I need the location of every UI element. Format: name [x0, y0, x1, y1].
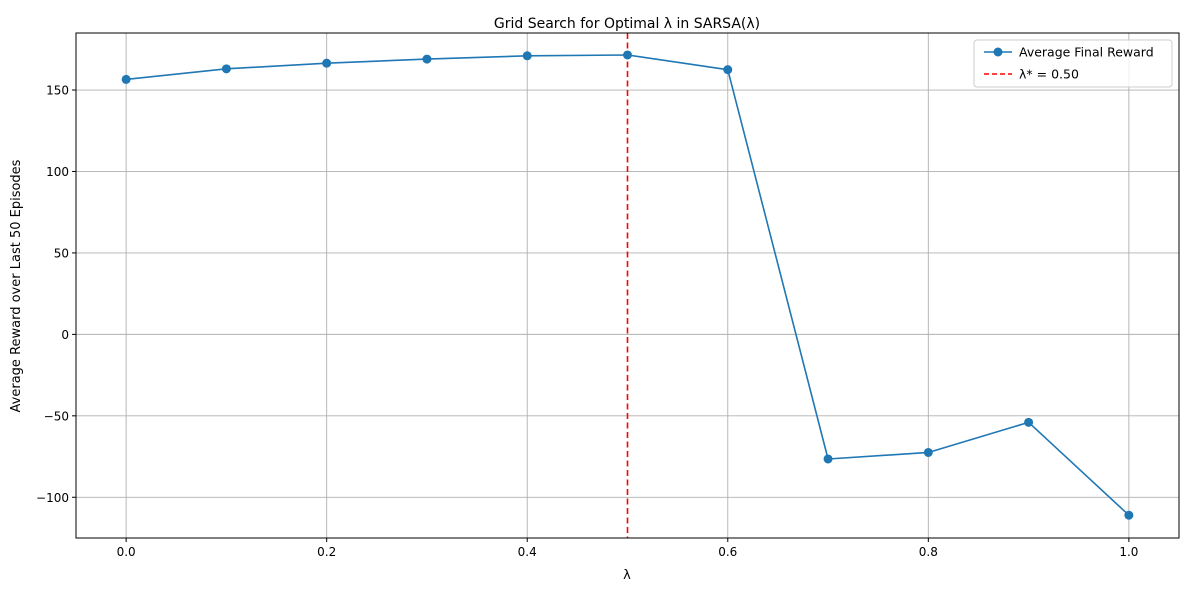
grid — [76, 33, 1179, 538]
data-point — [823, 454, 833, 464]
chart-title: Grid Search for Optimal λ in SARSA(λ) — [494, 16, 760, 32]
y-axis: −100 −50 0 50 100 150 — [36, 84, 76, 505]
data-point — [522, 51, 532, 61]
y-tick-label: 0 — [61, 328, 69, 342]
x-tick-label: 0.4 — [518, 545, 537, 559]
legend-series-label: Average Final Reward — [1019, 45, 1154, 60]
data-point — [723, 65, 733, 75]
data-point — [1124, 510, 1134, 520]
legend-reference-label: λ* = 0.50 — [1019, 67, 1079, 82]
plot-frame — [75, 32, 1180, 539]
legend: Average Final Reward λ* = 0.50 — [973, 39, 1173, 88]
y-tick-label: −100 — [36, 491, 69, 505]
data-point — [322, 58, 332, 68]
x-tick-label: 1.0 — [1119, 545, 1138, 559]
y-tick-label: −50 — [44, 409, 69, 423]
y-axis-title: Average Reward over Last 50 Episodes — [9, 159, 24, 412]
data-point — [422, 54, 432, 64]
data-point — [1024, 417, 1034, 427]
legend-series-marker-swatch — [993, 47, 1003, 57]
y-tick-label: 150 — [46, 84, 69, 98]
y-tick-label: 50 — [54, 246, 69, 260]
x-tick-label: 0.6 — [718, 545, 737, 559]
data-point — [623, 50, 632, 60]
data-point — [923, 447, 933, 457]
legend-box — [973, 39, 1173, 88]
data-point — [121, 74, 131, 84]
x-tick-label: 0.0 — [117, 545, 136, 559]
x-tick-label: 0.8 — [919, 545, 938, 559]
x-tick-label: 0.2 — [317, 545, 336, 559]
x-axis: 0.0 0.2 0.4 0.6 0.8 1.0 — [117, 538, 1138, 559]
y-tick-label: 100 — [46, 165, 69, 179]
series-layer — [121, 50, 1134, 520]
data-point — [221, 64, 231, 74]
x-axis-title: λ — [623, 568, 631, 583]
